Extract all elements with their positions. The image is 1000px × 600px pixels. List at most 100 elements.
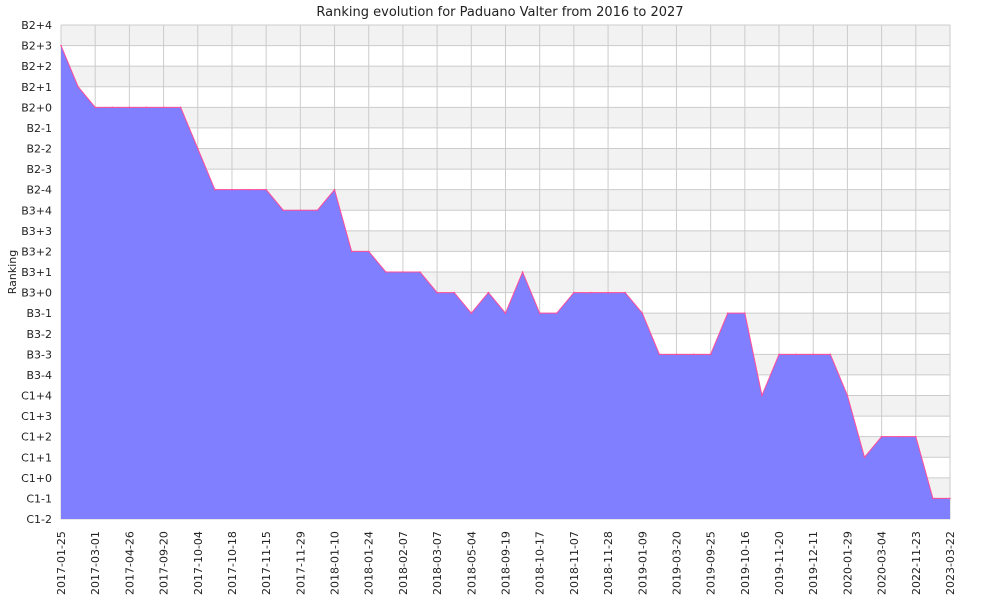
data-point: [385, 271, 387, 273]
y-axis-label: Ranking: [6, 250, 19, 295]
y-tick-label: B3-1: [26, 307, 52, 320]
data-point: [248, 188, 250, 191]
x-tick-label: 2018-11-28: [602, 531, 615, 595]
y-axis-ticks: C1-2 C1-1 C1+0 C1+1 C1+2 C1+3 C1+4 B3-4 B3-3 B3-2…: [21, 19, 52, 526]
x-tick-label: 2023-03-22: [944, 531, 957, 595]
x-tick-label: 2018-11-07: [568, 531, 581, 595]
x-tick-label: 2018-10-17: [534, 531, 547, 595]
data-point: [436, 291, 438, 294]
x-tick-label: 2017-01-25: [55, 531, 68, 595]
data-point: [521, 271, 524, 273]
data-point: [795, 353, 797, 356]
x-tick-label: 2018-03-07: [431, 531, 444, 595]
data-point: [94, 106, 96, 109]
data-point: [573, 291, 575, 294]
data-point: [60, 44, 62, 47]
data-point: [419, 271, 421, 273]
y-tick-label: B2+2: [21, 60, 52, 73]
x-tick-label: 2018-01-24: [363, 531, 376, 595]
data-point: [761, 394, 763, 397]
data-point: [932, 497, 934, 500]
data-point: [812, 353, 815, 356]
y-tick-label: C1+1: [21, 451, 52, 464]
data-point: [709, 353, 712, 356]
data-point: [846, 394, 849, 397]
x-tick-label: 2018-01-10: [329, 531, 342, 595]
y-tick-label: C1+0: [21, 472, 52, 485]
x-axis-ticks: 2017-01-25 2017-03-01 2017-04-26 2017-09-20…: [55, 531, 957, 595]
data-point: [778, 353, 780, 356]
data-point: [675, 353, 678, 356]
y-tick-label: B3-3: [26, 348, 52, 361]
x-tick-label: 2017-03-01: [89, 531, 102, 595]
data-point: [658, 353, 661, 356]
y-tick-label: C1-1: [26, 492, 52, 505]
y-tick-label: B2-1: [26, 122, 52, 135]
data-point: [590, 291, 592, 294]
x-tick-label: 2020-01-29: [841, 531, 854, 595]
data-point: [915, 435, 917, 438]
data-point: [641, 312, 644, 314]
data-point: [282, 209, 285, 212]
x-tick-label: 2018-09-19: [500, 531, 513, 595]
y-tick-label: B3+1: [21, 266, 52, 279]
data-point: [829, 353, 832, 356]
data-point: [145, 106, 148, 109]
y-tick-label: C1+2: [21, 431, 52, 444]
data-point: [367, 250, 370, 253]
x-tick-label: 2018-02-07: [397, 531, 410, 595]
data-point: [726, 312, 729, 314]
x-tick-label: 2017-09-20: [158, 531, 171, 595]
area-fill: [61, 45, 950, 519]
y-tick-label: B2-3: [26, 163, 52, 176]
y-tick-label: B2-2: [26, 143, 52, 156]
data-point: [692, 353, 695, 356]
ranking-area: [60, 44, 951, 519]
y-tick-label: B3-4: [26, 369, 52, 382]
x-tick-label: 2017-10-04: [192, 531, 205, 595]
data-point: [402, 271, 404, 273]
data-point: [504, 312, 507, 314]
data-point: [897, 435, 900, 438]
x-tick-label: 2020-03-04: [876, 531, 889, 595]
x-tick-label: 2017-04-26: [123, 531, 136, 595]
data-point: [162, 106, 165, 109]
data-point: [111, 106, 114, 109]
y-tick-label: B2-4: [26, 184, 52, 197]
x-tick-label: 2019-11-20: [773, 531, 786, 595]
y-tick-label: B3+2: [21, 245, 52, 258]
data-point: [128, 106, 131, 109]
data-point: [179, 106, 182, 109]
x-tick-label: 2019-10-16: [739, 531, 752, 595]
data-point: [470, 312, 473, 314]
data-point: [487, 291, 490, 294]
data-point: [350, 250, 353, 253]
data-point: [607, 291, 609, 294]
y-tick-label: C1+4: [21, 390, 52, 403]
chart-title: Ranking evolution for Paduano Valter fro…: [316, 5, 683, 20]
data-point: [214, 188, 216, 191]
x-tick-label: 2017-11-15: [260, 531, 273, 595]
x-tick-label: 2017-10-18: [226, 531, 239, 595]
y-tick-label: B3+3: [21, 225, 52, 238]
data-point: [538, 312, 541, 314]
data-point: [196, 147, 199, 150]
data-point: [265, 188, 267, 191]
data-point: [231, 188, 233, 191]
x-tick-label: 2019-09-25: [705, 531, 718, 595]
x-tick-label: 2022-11-23: [910, 531, 923, 595]
y-tick-label: B3+0: [21, 287, 52, 300]
y-tick-label: B2+3: [21, 40, 52, 53]
y-tick-label: C1+3: [21, 410, 52, 423]
data-point: [880, 435, 883, 438]
x-tick-label: 2019-03-20: [670, 531, 683, 595]
x-tick-label: 2019-01-09: [636, 531, 649, 595]
data-point: [949, 497, 951, 500]
data-point: [863, 456, 866, 459]
data-point: [77, 85, 79, 88]
y-tick-label: B2+1: [21, 81, 52, 94]
x-tick-label: 2017-11-29: [294, 531, 307, 595]
x-tick-label: 2018-05-04: [465, 531, 478, 595]
y-tick-label: B2+4: [21, 19, 52, 32]
